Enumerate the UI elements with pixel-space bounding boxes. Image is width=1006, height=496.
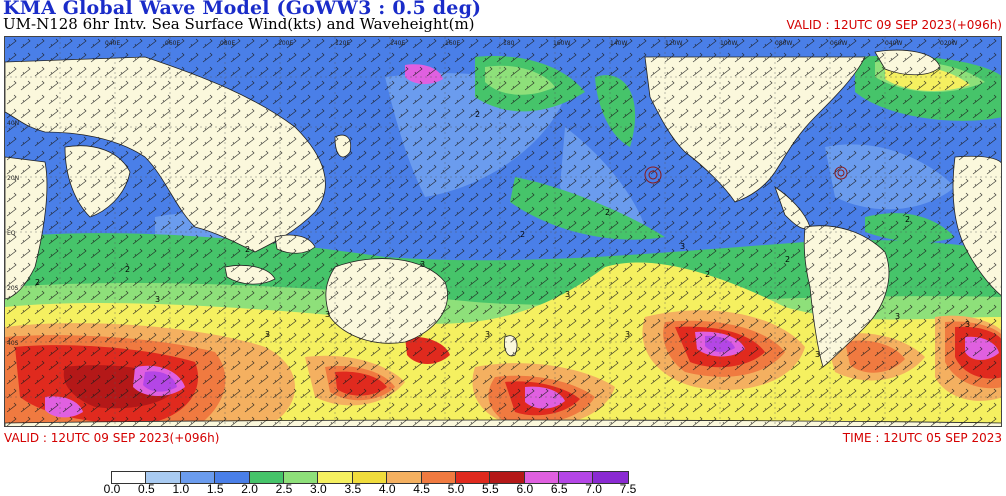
colorbar-level-label: 3.0 — [310, 482, 327, 496]
colorbar-segment — [180, 472, 216, 483]
wave-height-colorbar — [111, 471, 629, 484]
colorbar-level-label: 1.5 — [206, 482, 224, 496]
colorbar-level-label: 4.0 — [378, 482, 396, 496]
wave-height-map: 3 3 3 3 3 3 2 2 2 2 2 2 3 3 3 2 2 2 3 3 … — [4, 36, 1002, 427]
graticule — [5, 37, 1001, 426]
svg-text:3: 3 — [815, 350, 820, 359]
svg-text:3: 3 — [420, 260, 425, 269]
svg-text:2: 2 — [785, 255, 790, 264]
svg-text:2: 2 — [475, 110, 480, 119]
svg-text:EQ: EQ — [7, 230, 16, 237]
svg-text:140W: 140W — [610, 40, 627, 47]
colorbar-segment — [593, 472, 628, 483]
svg-text:2: 2 — [520, 230, 525, 239]
svg-text:060E: 060E — [165, 40, 180, 47]
colorbar-segment — [146, 472, 181, 483]
colorbar-segment — [421, 472, 456, 483]
svg-text:3: 3 — [965, 320, 970, 329]
colorbar-segment — [318, 472, 353, 483]
svg-text:100W: 100W — [720, 40, 737, 47]
cyclone-centers — [644, 166, 848, 184]
svg-text:160W: 160W — [553, 40, 570, 47]
svg-text:3: 3 — [485, 330, 490, 339]
svg-text:020W: 020W — [940, 40, 957, 47]
svg-text:3: 3 — [155, 295, 160, 304]
init-time: TIME : 12UTC 05 SEP 2023 — [842, 431, 1002, 445]
colorbar-level-label: 3.5 — [344, 482, 362, 496]
svg-text:100E: 100E — [278, 40, 293, 47]
colorbar-segment — [215, 472, 250, 483]
svg-text:2: 2 — [605, 208, 610, 217]
svg-text:2: 2 — [125, 265, 130, 274]
svg-text:2: 2 — [705, 270, 710, 279]
colorbar-level-label: 5.0 — [447, 482, 465, 496]
colorbar-level-label: 6.5 — [550, 482, 568, 496]
svg-text:3: 3 — [625, 330, 630, 339]
longitude-labels: 040E 060E 080E 100E 120E 140E 160E 180 1… — [105, 40, 957, 47]
svg-text:3: 3 — [565, 290, 570, 299]
map-subtitle: UM-N128 6hr Intv. Sea Surface Wind(kts) … — [3, 15, 475, 33]
svg-text:060W: 060W — [830, 40, 847, 47]
svg-text:40S: 40S — [7, 340, 19, 347]
colorbar-level-label: 1.0 — [172, 482, 190, 496]
svg-text:040W: 040W — [885, 40, 902, 47]
svg-text:3: 3 — [680, 242, 685, 251]
valid-time-top: VALID : 12UTC 09 SEP 2023(+096h) — [786, 18, 1002, 32]
contour-labels: 3 3 3 3 3 3 2 2 2 2 2 2 3 3 3 2 2 2 3 3 — [35, 110, 970, 359]
latitude-labels: 40N 20N EQ 20S 40S — [7, 120, 19, 347]
svg-text:120E: 120E — [335, 40, 350, 47]
svg-text:3: 3 — [325, 310, 330, 319]
colorbar-level-label: 7.0 — [585, 482, 602, 496]
colorbar-segment — [455, 472, 491, 483]
colorbar-level-label: 4.5 — [413, 482, 430, 496]
valid-time-bottom: VALID : 12UTC 09 SEP 2023(+096h) — [4, 431, 220, 445]
colorbar-level-label: 0.5 — [138, 482, 155, 496]
svg-text:140E: 140E — [390, 40, 405, 47]
colorbar-level-label: 6.0 — [516, 482, 534, 496]
colorbar-segment — [112, 472, 147, 483]
svg-text:2: 2 — [905, 215, 910, 224]
colorbar-segment — [524, 472, 560, 483]
svg-text:3: 3 — [265, 330, 270, 339]
svg-text:3: 3 — [895, 312, 900, 321]
svg-text:2: 2 — [245, 245, 250, 254]
svg-text:40N: 40N — [7, 120, 19, 127]
colorbar-segment — [387, 472, 422, 483]
svg-text:080W: 080W — [775, 40, 792, 47]
svg-text:040E: 040E — [105, 40, 120, 47]
svg-text:120W: 120W — [665, 40, 682, 47]
map-title: KMA Global Wave Model (GoWW3 : 0.5 deg) — [3, 0, 482, 19]
wind-barbs — [5, 37, 1001, 426]
colorbar-level-label: 7.5 — [619, 482, 637, 496]
colorbar-level-label: 0.0 — [103, 482, 121, 496]
colorbar-level-label: 2.5 — [275, 482, 293, 496]
colorbar-segment — [352, 472, 388, 483]
svg-text:20N: 20N — [7, 175, 19, 182]
colorbar-segment — [559, 472, 594, 483]
svg-text:160E: 160E — [445, 40, 460, 47]
svg-text:180: 180 — [503, 40, 515, 47]
svg-text:2: 2 — [35, 278, 40, 287]
colorbar-segment — [249, 472, 284, 483]
colorbar-level-label: 2.0 — [241, 482, 258, 496]
svg-text:080E: 080E — [220, 40, 235, 47]
svg-text:20S: 20S — [7, 285, 19, 292]
colorbar-level-label: 5.5 — [482, 482, 499, 496]
colorbar-segment — [283, 472, 319, 483]
colorbar-segment — [490, 472, 525, 483]
